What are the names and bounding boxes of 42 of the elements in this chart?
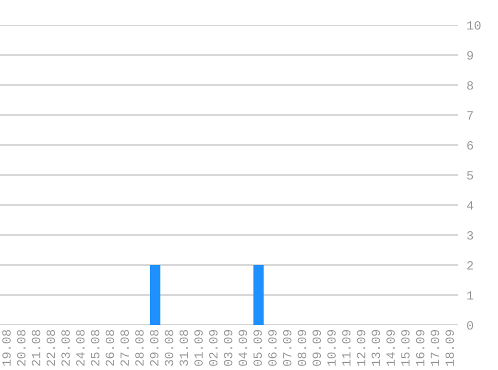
x-tick-label: 09.09 <box>312 330 321 366</box>
x-tick-label: 13.09 <box>372 330 380 366</box>
y-tick-label: 6 <box>467 141 474 150</box>
x-tick-label: 15.09 <box>401 330 410 366</box>
x-tick-label: 19.08 <box>2 330 11 366</box>
x-tick-label: 01.09 <box>194 330 203 366</box>
x-tick-label: 22.08 <box>46 330 56 366</box>
y-tick-label: 5 <box>467 171 474 180</box>
x-tick-label: 17.09 <box>430 330 440 366</box>
x-tick-label: 27.08 <box>120 330 129 366</box>
x-tick-label: 07.09 <box>282 330 292 366</box>
x-tick-label: 26.08 <box>106 330 114 366</box>
x-tick-label: 11.09 <box>342 330 351 366</box>
y-tick-label: 10 <box>467 21 481 30</box>
x-tick-label: 08.09 <box>298 330 306 366</box>
x-tick-label: 23.08 <box>61 330 70 366</box>
x-tick-label: 30.08 <box>164 330 174 366</box>
x-tick-label: 05.09 <box>253 330 262 366</box>
x-tick-label: 10.09 <box>327 330 336 366</box>
y-tick-label: 1 <box>467 291 474 300</box>
x-tick-label: 20.08 <box>17 330 26 366</box>
x-tick-label: 12.09 <box>356 330 366 366</box>
x-tick-label: 14.09 <box>386 330 395 366</box>
y-tick-label: 3 <box>467 231 474 240</box>
x-tick-label: 29.08 <box>150 330 158 366</box>
y-tick-label: 4 <box>466 201 474 210</box>
x-tick-label: 24.08 <box>76 330 85 366</box>
y-tick-label: 7 <box>467 111 473 120</box>
y-tick-label: 8 <box>467 81 474 90</box>
y-tick-label: 0 <box>467 321 474 330</box>
x-tick-label: 06.09 <box>268 330 277 366</box>
y-tick-label: 9 <box>467 51 473 60</box>
x-tick-label: 18.09 <box>445 330 454 366</box>
x-tick-label: 04.09 <box>238 330 248 366</box>
x-tick-label: 03.09 <box>224 330 232 366</box>
x-tick-label: 28.08 <box>135 330 144 366</box>
x-tick-label: 31.08 <box>180 330 188 366</box>
x-tick-label: 25.08 <box>90 330 100 366</box>
x-tick-label: 21.08 <box>32 330 40 366</box>
x-tick-label: 16.09 <box>416 330 424 366</box>
x-tick-label: 02.09 <box>209 330 218 366</box>
y-tick-label: 2 <box>467 261 473 270</box>
